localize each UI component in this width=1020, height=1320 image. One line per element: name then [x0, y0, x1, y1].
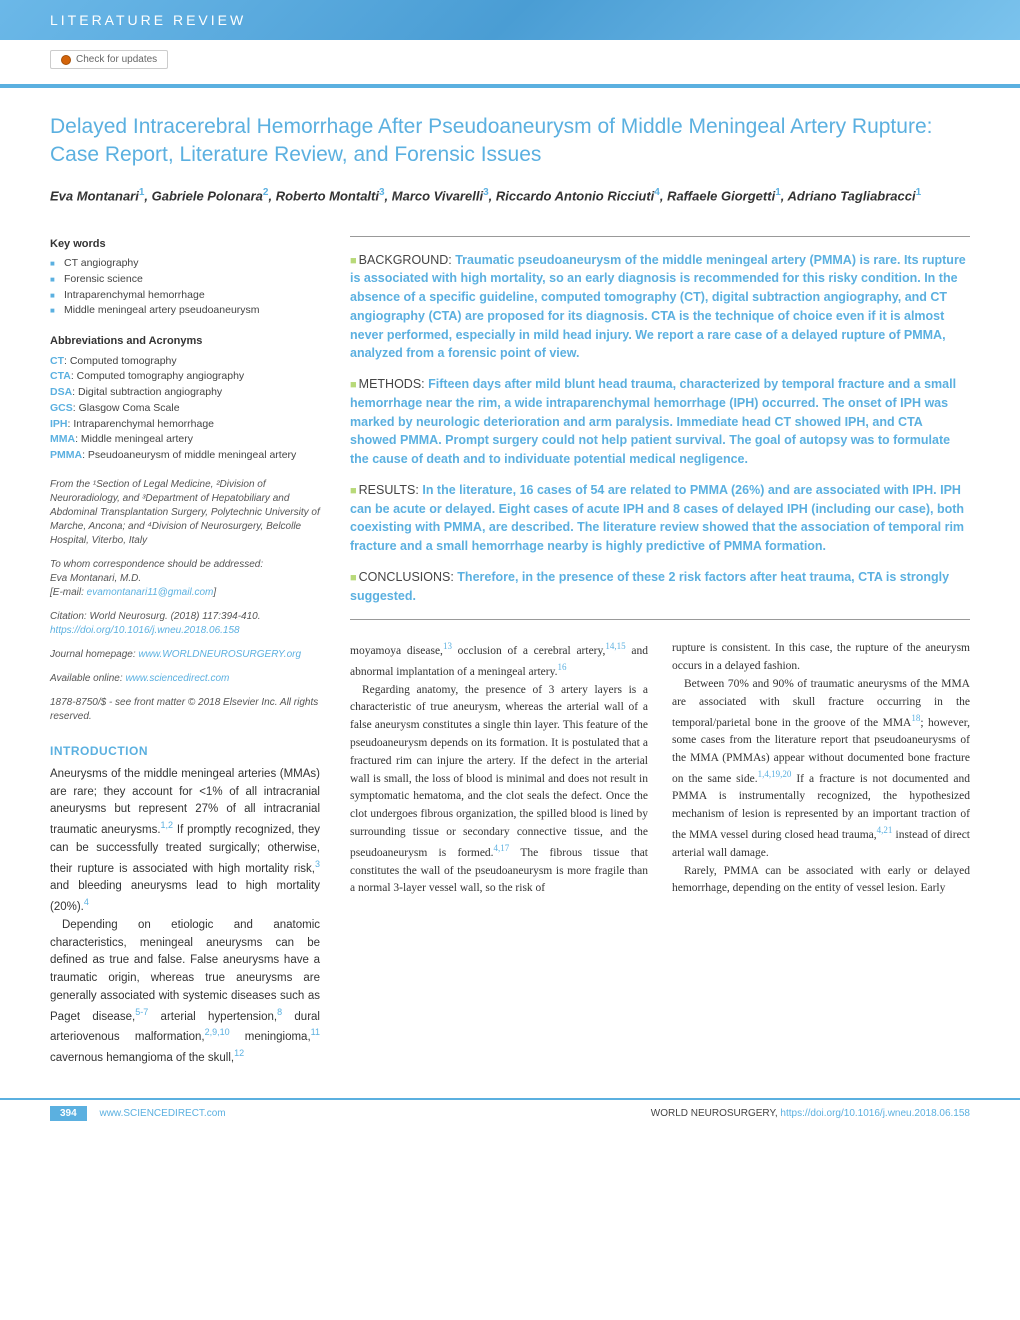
abbrev-item: CTA: Computed tomography angiography [50, 369, 320, 385]
article-title: Delayed Intracerebral Hemorrhage After P… [50, 113, 970, 170]
ref-link[interactable]: 1,2 [161, 820, 174, 830]
footer-sciencedirect-link[interactable]: www.SCIENCEDIRECT.com [99, 1108, 225, 1119]
abbrev-item: CT: Computed tomography [50, 354, 320, 370]
body-col-3: rupture is consistent. In this case, the… [672, 640, 970, 898]
abstract-background: ■BACKGROUND: Traumatic pseudoaneurysm of… [350, 251, 970, 364]
abstract-results: ■RESULTS: In the literature, 16 cases of… [350, 481, 970, 556]
ref-link[interactable]: 1,4,19,20 [758, 769, 792, 779]
journal-homepage: Journal homepage: www.WORLDNEUROSURGERY.… [50, 648, 320, 662]
ref-link[interactable]: 13 [443, 641, 452, 651]
correspondence: To whom correspondence should be address… [50, 558, 320, 600]
abstract-box: ■BACKGROUND: Traumatic pseudoaneurysm of… [350, 236, 970, 621]
abstract-methods: ■METHODS: Fifteen days after mild blunt … [350, 375, 970, 469]
abbrev-item: MMA: Middle meningeal artery [50, 432, 320, 448]
introduction-heading: INTRODUCTION [50, 742, 320, 760]
ref-link[interactable]: 3 [315, 859, 320, 869]
bullet-icon: ■ [350, 255, 357, 267]
ref-link[interactable]: 11 [311, 1027, 320, 1037]
page-footer: 394 www.SCIENCEDIRECT.com WORLD NEUROSUR… [0, 1098, 1020, 1127]
journal-homepage-link[interactable]: www.WORLDNEUROSURGERY.org [138, 649, 301, 660]
ref-link[interactable]: 14,15 [605, 641, 625, 651]
abbrev-item: IPH: Intraparenchymal hemorrhage [50, 417, 320, 433]
ref-link[interactable]: 12 [234, 1048, 244, 1058]
affiliations: From the ¹Section of Legal Medicine, ²Di… [50, 478, 320, 548]
ref-link[interactable]: 2,9,10 [205, 1027, 230, 1037]
ref-link[interactable]: 18 [911, 713, 920, 723]
keyword-item: Intraparenchymal hemorrhage [50, 288, 320, 304]
check-updates-badge[interactable]: Check for updates [50, 50, 168, 69]
intro-col1: Aneurysms of the middle meningeal arteri… [50, 766, 320, 1068]
doi-link[interactable]: https://doi.org/10.1016/j.wneu.2018.06.1… [50, 625, 240, 636]
keywords-heading: Key words [50, 236, 320, 253]
available-online: Available online: www.sciencedirect.com [50, 672, 320, 686]
abbrev-heading: Abbreviations and Acronyms [50, 333, 320, 350]
updates-label: Check for updates [76, 54, 157, 65]
ref-link[interactable]: 4,21 [877, 825, 893, 835]
keyword-item: Middle meningeal artery pseudoaneurysm [50, 303, 320, 319]
sidebar-metadata: Key words CT angiographyForensic science… [50, 236, 320, 1068]
bullet-icon: ■ [350, 572, 357, 584]
copyright: 1878-8750/$ - see front matter © 2018 El… [50, 696, 320, 724]
updates-dot-icon [61, 55, 71, 65]
keyword-list: CT angiographyForensic scienceIntraparen… [50, 256, 320, 319]
ref-link[interactable]: 5-7 [135, 1007, 148, 1017]
bullet-icon: ■ [350, 379, 357, 391]
abstract-conclusions: ■CONCLUSIONS: Therefore, in the presence… [350, 568, 970, 606]
bullet-icon: ■ [350, 485, 357, 497]
keyword-item: CT angiography [50, 256, 320, 272]
abbrev-item: PMMA: Pseudoaneurysm of middle meningeal… [50, 448, 320, 464]
abbrev-item: DSA: Digital subtraction angiography [50, 385, 320, 401]
correspondence-email[interactable]: evamontanari11@gmail.com [87, 587, 214, 598]
section-banner: LITERATURE REVIEW [0, 0, 1020, 40]
ref-link[interactable]: 4,17 [494, 843, 510, 853]
ref-link[interactable]: 4 [84, 897, 89, 907]
body-col-2: moyamoya disease,13 occlusion of a cereb… [350, 640, 648, 898]
abbrev-item: GCS: Glasgow Coma Scale [50, 401, 320, 417]
citation-block: Citation: World Neurosurg. (2018) 117:39… [50, 610, 320, 638]
body-two-columns: moyamoya disease,13 occlusion of a cereb… [350, 640, 970, 898]
ref-link[interactable]: 16 [557, 662, 566, 672]
page-number: 394 [50, 1106, 87, 1121]
footer-doi-link[interactable]: https://doi.org/10.1016/j.wneu.2018.06.1… [780, 1108, 970, 1119]
author-list: Eva Montanari1, Gabriele Polonara2, Robe… [50, 185, 970, 206]
keyword-item: Forensic science [50, 272, 320, 288]
abbrev-list: CT: Computed tomographyCTA: Computed tom… [50, 354, 320, 464]
title-rule [0, 84, 1020, 88]
sciencedirect-link[interactable]: www.sciencedirect.com [125, 673, 229, 684]
footer-journal: WORLD NEUROSURGERY, [651, 1108, 778, 1119]
